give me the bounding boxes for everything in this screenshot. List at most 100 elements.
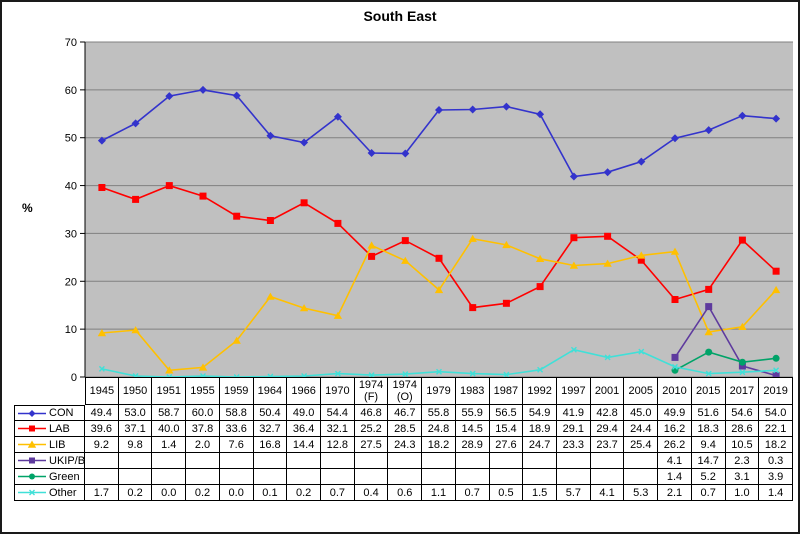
data-point-marker	[503, 371, 510, 378]
legend-key-icon	[18, 440, 46, 448]
table-value-cell	[253, 453, 288, 469]
year-header-cell: 2015	[691, 377, 726, 405]
data-point-marker	[469, 370, 476, 377]
table-value-cell: 0.3	[759, 453, 793, 469]
series-label-cell: LAB	[14, 421, 85, 437]
table-value-cell: 10.5	[725, 437, 760, 453]
data-point-marker	[771, 285, 781, 294]
table-value-cell: 0.7	[455, 485, 490, 501]
table-value-cell	[354, 453, 389, 469]
table-value-cell: 18.9	[523, 421, 557, 437]
table-value-cell	[85, 453, 119, 469]
data-point-marker	[131, 326, 140, 334]
table-value-cell	[455, 453, 490, 469]
data-point-marker	[435, 254, 443, 262]
data-point-marker	[29, 489, 35, 496]
table-value-cell: 29.1	[557, 421, 591, 437]
table-value-cell: 3.9	[759, 469, 793, 485]
year-header-cell: 1997	[557, 377, 591, 405]
table-value-cell	[186, 469, 220, 485]
series-name-label: Other	[49, 486, 77, 499]
year-header-cell: 2005	[624, 377, 659, 405]
table-value-cell: 5.7	[557, 485, 591, 501]
y-tick-label: 20	[65, 276, 77, 288]
table-value-cell	[590, 453, 625, 469]
table-value-cell	[422, 469, 456, 485]
table-value-cell: 7.6	[219, 437, 254, 453]
data-point-marker	[435, 106, 443, 114]
series-label-cell: UKIP/Br	[14, 453, 85, 469]
table-value-cell: 14.4	[287, 437, 321, 453]
data-point-marker	[536, 110, 545, 119]
y-tick-label: 0	[71, 372, 77, 384]
table-value-cell	[557, 453, 591, 469]
y-axis-label: %	[22, 201, 33, 215]
table-value-cell: 23.7	[590, 437, 625, 453]
table-value-cell: 42.8	[590, 405, 625, 421]
table-value-cell: 32.7	[253, 421, 288, 437]
data-point-marker	[232, 336, 241, 344]
data-point-marker	[266, 131, 275, 140]
data-point-marker	[603, 168, 612, 177]
data-point-marker	[738, 358, 746, 366]
data-point-marker	[704, 328, 713, 336]
table-value-cell	[85, 469, 119, 485]
data-point-marker	[705, 285, 713, 293]
table-value-cell: 0.2	[118, 485, 153, 501]
table-value-cell: 1.5	[523, 485, 557, 501]
series-name-label: CON	[49, 407, 74, 419]
legend-key-icon	[18, 473, 46, 480]
table-value-cell: 1.7	[85, 485, 119, 501]
data-point-marker	[705, 348, 713, 356]
table-value-cell	[118, 469, 153, 485]
table-value-cell	[422, 453, 456, 469]
table-value-cell: 2.3	[725, 453, 760, 469]
year-header-cell: 2010	[658, 377, 692, 405]
table-value-cell: 36.4	[287, 421, 321, 437]
table-value-cell: 53.0	[118, 405, 153, 421]
year-header-cell: 1950	[118, 377, 153, 405]
data-point-marker	[638, 348, 645, 355]
data-point-marker	[266, 292, 275, 300]
table-value-cell: 54.4	[321, 405, 355, 421]
data-point-marker	[670, 247, 680, 255]
table-value-cell: 50.4	[253, 405, 288, 421]
table-value-cell: 22.1	[759, 421, 793, 437]
table-value-cell: 14.5	[455, 421, 490, 437]
table-value-cell: 0.2	[186, 485, 220, 501]
table-value-cell	[388, 453, 423, 469]
data-point-marker	[333, 112, 342, 121]
table-value-cell: 49.0	[287, 405, 321, 421]
data-point-marker	[367, 241, 376, 249]
table-value-cell: 25.2	[354, 421, 389, 437]
data-table: 1945 1950 1951 1955 1959 1964 1966 1970 1974 (F)…	[14, 377, 793, 501]
year-header-cell: 1974 (F)	[354, 377, 389, 405]
table-value-cell: 32.1	[321, 421, 355, 437]
data-point-marker	[300, 199, 308, 207]
table-value-cell: 24.8	[422, 421, 456, 437]
data-point-marker	[29, 473, 35, 480]
table-value-cell: 0.4	[354, 485, 389, 501]
legend-key-icon	[18, 409, 46, 417]
table-value-cell	[219, 469, 254, 485]
data-point-marker	[705, 303, 713, 311]
data-point-marker	[27, 440, 37, 448]
table-value-cell: 2.1	[658, 485, 692, 501]
data-point-marker	[436, 368, 442, 375]
data-point-marker	[132, 195, 140, 203]
data-point-marker	[29, 425, 35, 432]
data-point-marker	[434, 285, 444, 294]
table-value-cell	[489, 469, 524, 485]
table-value-cell	[186, 453, 220, 469]
table-value-cell: 27.6	[489, 437, 524, 453]
data-point-marker	[569, 261, 579, 269]
table-value-cell: 16.2	[658, 421, 692, 437]
table-value-cell: 0.7	[691, 485, 726, 501]
table-value-cell: 37.1	[118, 421, 153, 437]
table-value-cell: 49.4	[85, 405, 119, 421]
data-point-marker	[233, 212, 241, 220]
table-value-cell: 1.0	[725, 485, 760, 501]
table-value-cell	[624, 453, 659, 469]
table-value-cell: 5.2	[691, 469, 726, 485]
chart-title: South East	[363, 8, 437, 24]
